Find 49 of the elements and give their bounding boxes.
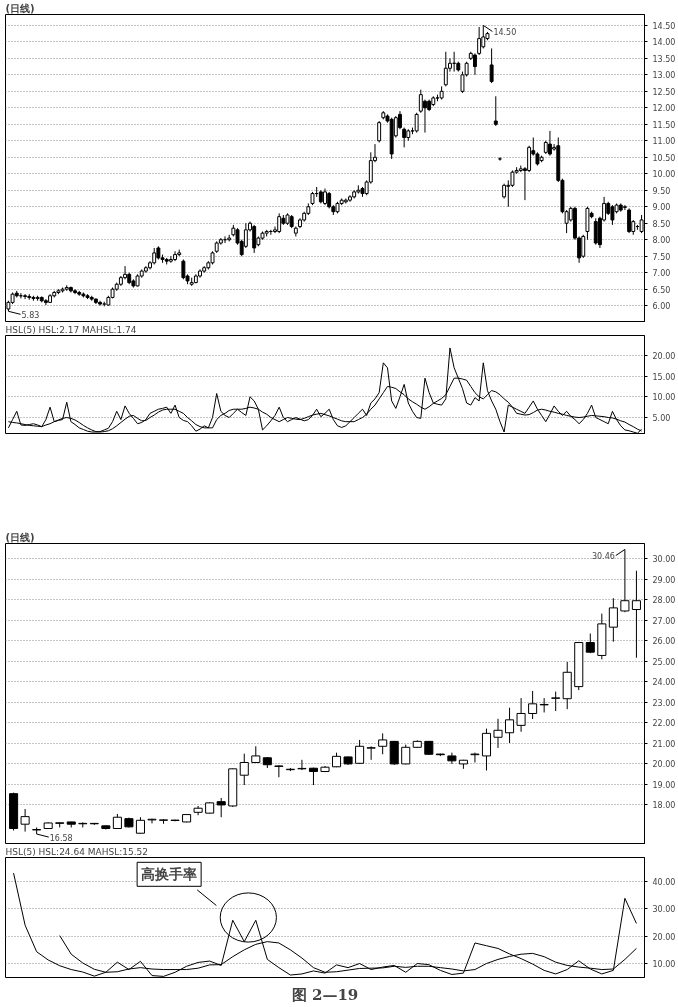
annotation: 16.58 <box>49 833 73 843</box>
caption: 图 2—19 <box>291 985 359 1004</box>
y-tick-label: 27.00 <box>652 616 676 626</box>
y-tick-label: 5.00 <box>652 414 671 424</box>
y-tick-label: 20.00 <box>652 351 676 361</box>
annotation: 14.50 <box>493 27 517 37</box>
y-tick-label: 9.50 <box>652 186 671 196</box>
y-tick-label: 10.00 <box>652 960 676 970</box>
y-tick-label: 10.00 <box>652 393 676 403</box>
chart-title: HSL(5) HSL:2.17 MAHSL:1.74 <box>5 325 137 335</box>
y-tick-label: 30.00 <box>652 555 676 565</box>
y-tick-label: 12.50 <box>652 87 676 97</box>
y-tick-label: 11.50 <box>652 120 676 130</box>
y-tick-label: 11.00 <box>652 137 676 147</box>
annotation: 高换手率 <box>141 866 198 883</box>
chart-title: HSL(5) HSL:24.64 MAHSL:15.52 <box>5 847 148 857</box>
y-tick-label: 18.00 <box>652 801 676 811</box>
y-tick-label: 25.00 <box>652 657 676 667</box>
y-tick-label: 10.50 <box>652 153 676 163</box>
y-tick-label: 28.00 <box>652 596 676 606</box>
y-tick-label: 15.00 <box>652 372 676 382</box>
y-tick-label: 8.00 <box>652 236 671 246</box>
chart-title: (日线) <box>5 532 35 543</box>
y-tick-label: 24.00 <box>652 678 676 688</box>
y-tick-label: 14.00 <box>652 38 676 48</box>
annotation: 5.83 <box>21 310 40 320</box>
y-tick-label: 19.00 <box>652 780 676 790</box>
y-tick-label: 22.00 <box>652 719 676 729</box>
y-tick-label: 7.50 <box>652 252 671 262</box>
y-tick-label: 14.50 <box>652 21 676 31</box>
y-tick-label: 6.50 <box>652 285 671 295</box>
chart-title: (日线) <box>5 3 35 14</box>
y-tick-label: 26.00 <box>652 637 676 647</box>
y-tick-label: 20.00 <box>652 760 676 770</box>
y-tick-label: 29.00 <box>652 575 676 585</box>
y-tick-label: 21.00 <box>652 739 676 749</box>
y-tick-label: 9.00 <box>652 203 671 213</box>
y-tick-label: 12.00 <box>652 104 676 114</box>
y-tick-label: 23.00 <box>652 698 676 708</box>
y-tick-label: 13.00 <box>652 71 676 81</box>
y-tick-label: 40.00 <box>652 877 676 887</box>
y-tick-label: 6.00 <box>652 302 671 312</box>
y-tick-label: 8.50 <box>652 219 671 229</box>
y-tick-label: 30.00 <box>652 905 676 915</box>
y-tick-label: 10.00 <box>652 170 676 180</box>
y-tick-label: 20.00 <box>652 932 676 942</box>
annotation: 30.46 <box>591 552 615 562</box>
y-tick-label: 7.00 <box>652 269 671 279</box>
y-tick-label: 13.50 <box>652 54 676 64</box>
